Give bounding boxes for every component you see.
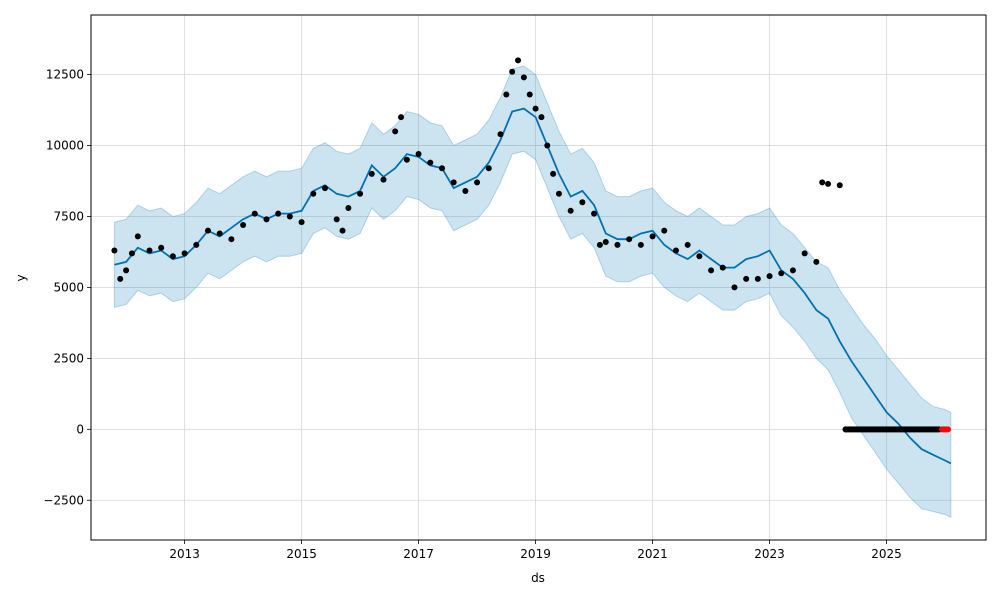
observed-point <box>719 264 726 271</box>
x-tick-label: 2019 <box>520 547 551 561</box>
observed-point <box>836 182 843 189</box>
observed-point <box>743 275 750 282</box>
observed-point <box>321 185 328 192</box>
observed-point <box>637 241 644 248</box>
observed-point <box>754 275 761 282</box>
observed-point <box>263 216 270 223</box>
y-tick-label: −2500 <box>43 493 84 507</box>
plot-frame <box>90 14 987 541</box>
observed-point <box>684 241 691 248</box>
observed-point <box>661 227 668 234</box>
observed-point <box>123 267 130 274</box>
observed-point <box>339 227 346 234</box>
observed-point <box>345 204 352 211</box>
observed-point <box>286 213 293 220</box>
observed-point <box>825 180 832 187</box>
y-tick-label: 5000 <box>53 280 84 294</box>
observed-point <box>550 170 557 177</box>
x-axis-label: ds <box>531 571 545 585</box>
last-observation-point <box>944 426 951 433</box>
observed-point <box>708 267 715 274</box>
observed-point <box>596 241 603 248</box>
observed-point <box>462 187 469 194</box>
observed-points <box>111 57 951 433</box>
observed-point <box>357 190 364 197</box>
observed-point <box>515 57 522 64</box>
observed-point <box>146 247 153 254</box>
observed-point <box>555 190 562 197</box>
observed-point <box>427 159 434 166</box>
observed-point <box>333 216 340 223</box>
observed-point <box>567 207 574 214</box>
y-axis: −2500 0 2500 5000 7500 10000 12500 <box>43 68 91 507</box>
observed-point <box>474 179 481 186</box>
observed-point <box>503 91 510 98</box>
observed-point <box>450 179 457 186</box>
y-tick-label: 12500 <box>46 68 84 82</box>
observed-point <box>368 170 375 177</box>
observed-point <box>134 233 141 240</box>
observed-point <box>398 114 405 121</box>
observed-point <box>778 270 785 277</box>
observed-point <box>538 114 545 121</box>
observed-point <box>819 179 826 186</box>
observed-point <box>520 74 527 81</box>
x-axis: 2013 2015 2017 2019 2021 2023 2025 <box>169 540 902 561</box>
observed-point <box>579 199 586 206</box>
x-tick-label: 2023 <box>754 547 785 561</box>
observed-point <box>591 210 598 217</box>
observed-point <box>614 241 621 248</box>
observed-point <box>181 250 188 257</box>
observed-point <box>392 128 399 135</box>
observed-point <box>526 91 533 98</box>
y-tick-label: 0 <box>76 422 84 436</box>
uncertainty-interval <box>113 65 952 519</box>
observed-point <box>789 267 796 274</box>
observed-point <box>438 165 445 172</box>
observed-point <box>766 273 773 280</box>
observed-point <box>509 68 516 75</box>
x-tick-label: 2015 <box>286 547 317 561</box>
observed-point <box>111 247 118 254</box>
observed-point <box>169 253 176 260</box>
observed-point <box>672 247 679 254</box>
observed-point <box>544 142 551 149</box>
observed-point <box>204 227 211 234</box>
x-tick-label: 2017 <box>403 547 434 561</box>
observed-point <box>193 241 200 248</box>
observed-point <box>380 176 387 183</box>
observed-point <box>497 131 504 138</box>
observed-point <box>602 239 609 246</box>
observed-point <box>251 210 258 217</box>
observed-point <box>649 233 656 240</box>
observed-point <box>128 250 135 257</box>
observed-point <box>240 222 247 228</box>
observed-point <box>485 165 492 172</box>
y-tick-label: 10000 <box>46 139 84 153</box>
observed-point <box>696 253 703 260</box>
observed-point <box>216 230 223 237</box>
y-tick-label: 7500 <box>53 209 84 223</box>
observed-point <box>813 258 820 265</box>
observed-point <box>731 284 738 291</box>
observed-point <box>415 151 422 158</box>
x-tick-label: 2025 <box>871 547 902 561</box>
observed-point <box>158 244 165 251</box>
observed-point <box>298 219 305 226</box>
observed-point <box>403 156 410 163</box>
observed-point <box>801 250 808 257</box>
x-tick-label: 2013 <box>169 547 200 561</box>
observed-point <box>626 236 633 243</box>
y-tick-label: 2500 <box>53 351 84 365</box>
observed-point <box>117 275 124 282</box>
uncertainty-band <box>113 65 952 519</box>
y-axis-label: y <box>14 274 28 281</box>
observed-point <box>310 190 317 197</box>
observed-point <box>275 210 282 217</box>
observed-point <box>532 105 539 112</box>
observed-point <box>228 236 235 243</box>
x-tick-label: 2021 <box>637 547 668 561</box>
